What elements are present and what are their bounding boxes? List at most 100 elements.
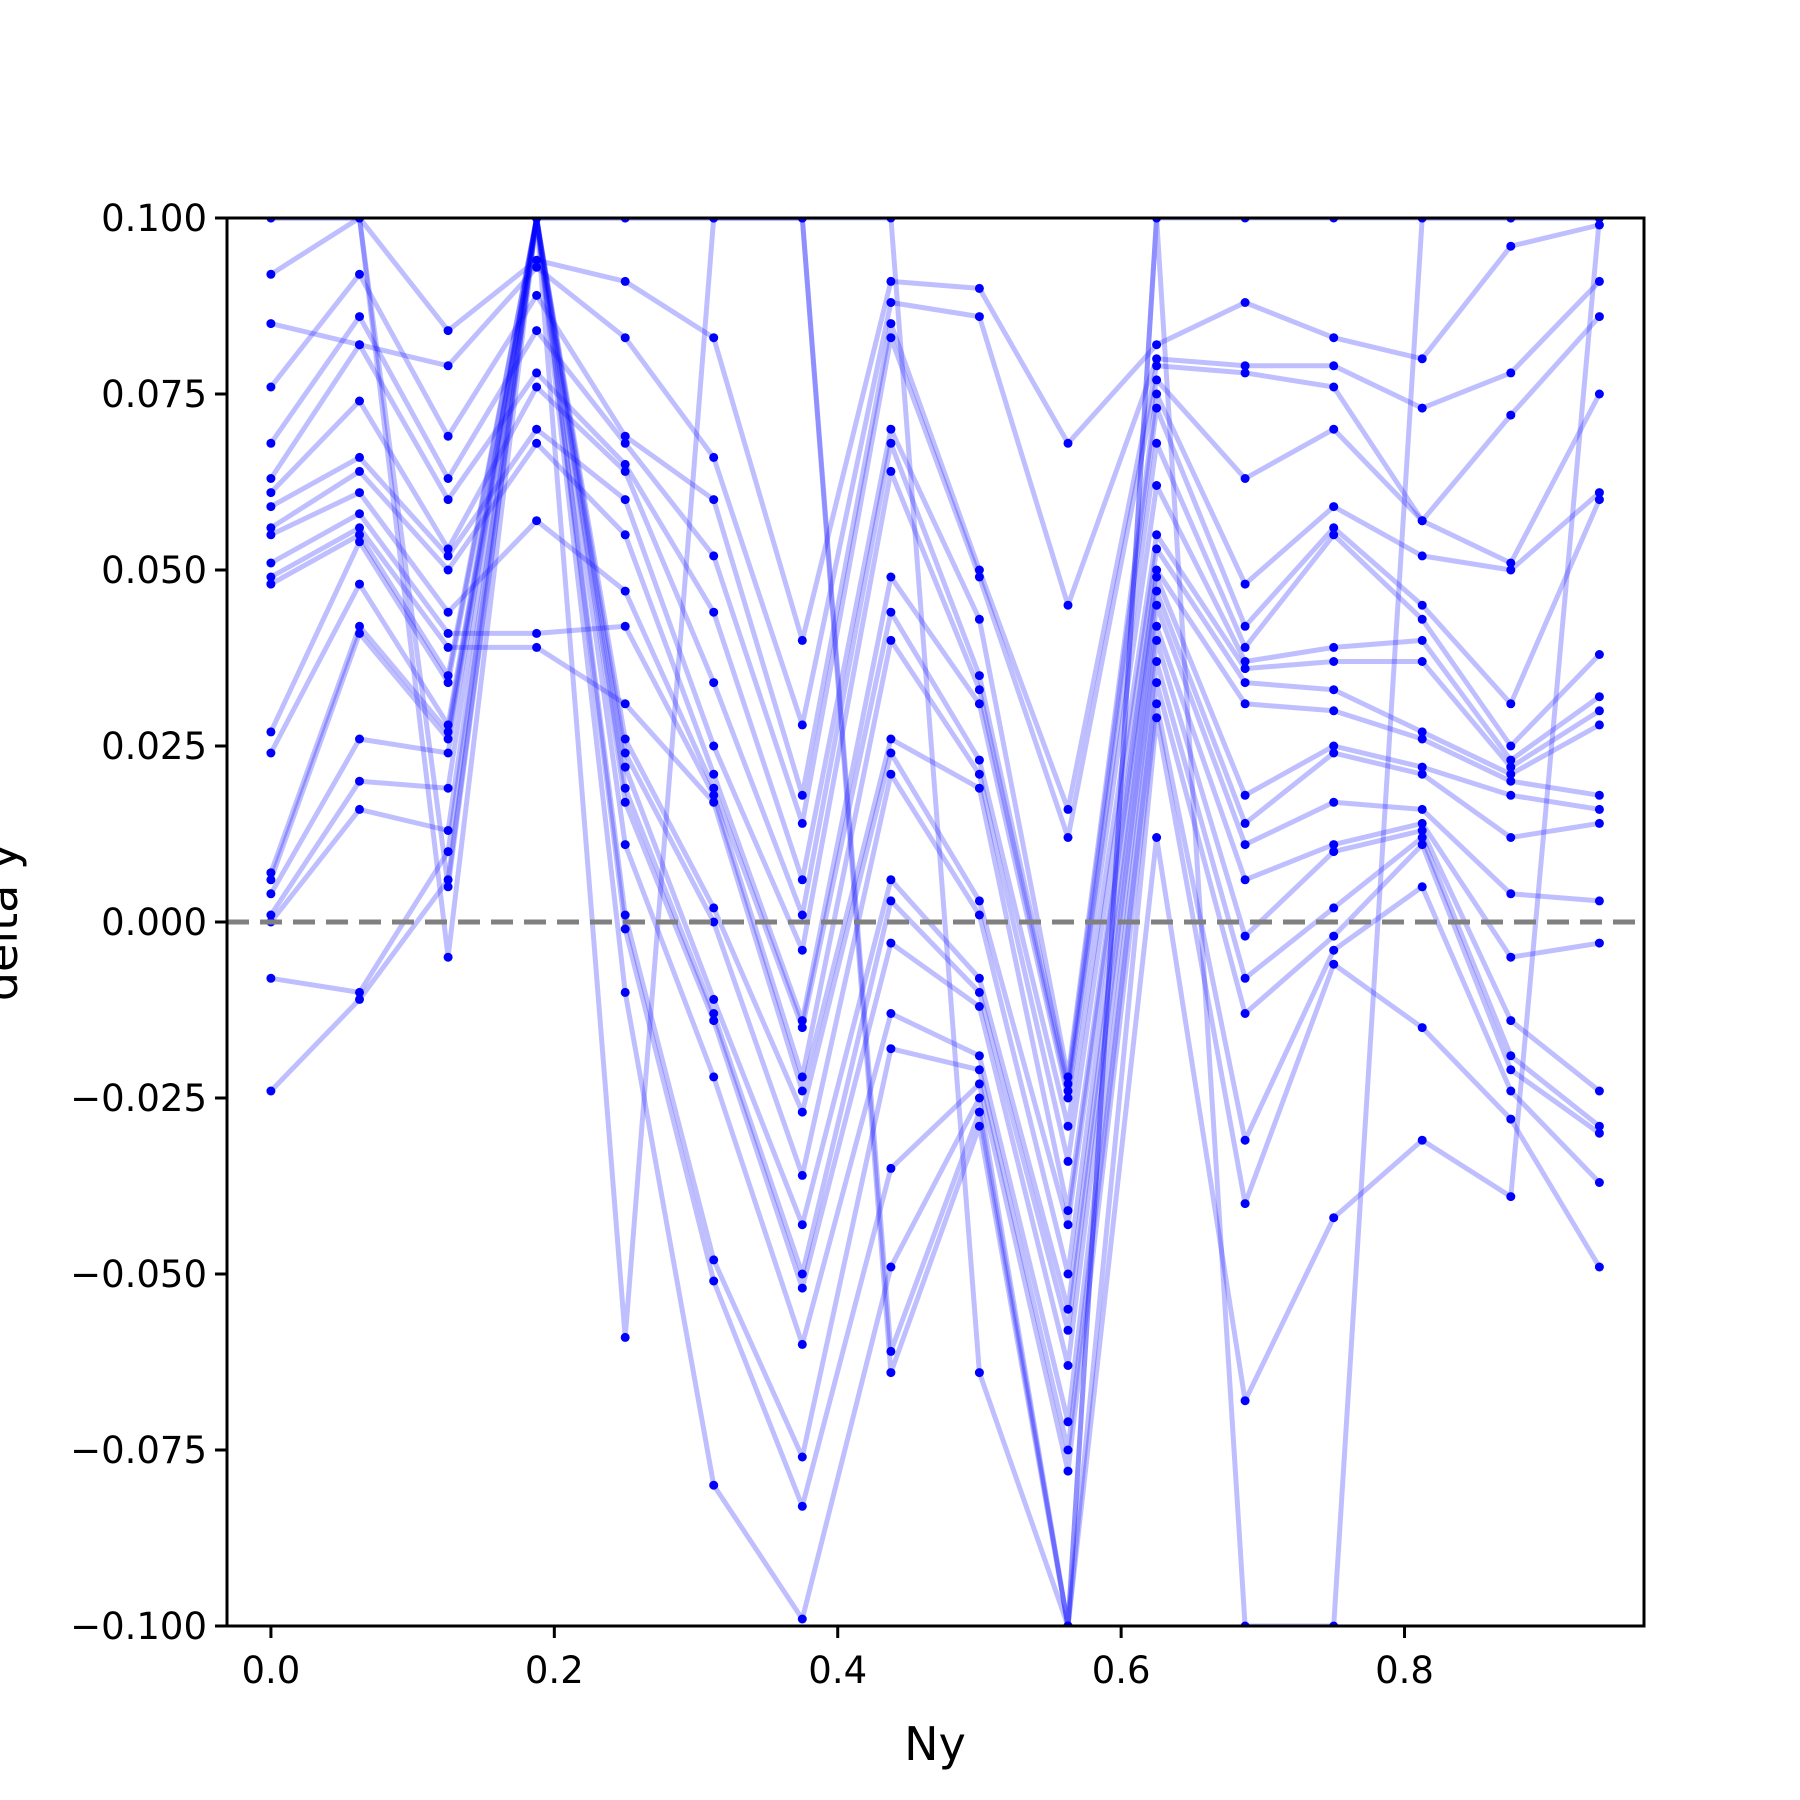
data-point — [620, 495, 630, 505]
data-point — [1329, 797, 1339, 807]
data-point — [1329, 530, 1339, 540]
data-point — [266, 875, 276, 885]
data-point — [974, 1107, 984, 1117]
data-point — [797, 945, 807, 955]
data-point — [1417, 403, 1427, 413]
data-point — [1506, 1016, 1516, 1026]
data-point — [532, 438, 542, 448]
data-point — [1417, 734, 1427, 744]
data-point — [1063, 1121, 1073, 1131]
data-point — [709, 678, 719, 688]
data-point — [1152, 699, 1162, 709]
data-point — [1240, 931, 1250, 941]
data-point — [1152, 600, 1162, 610]
data-point — [797, 1170, 807, 1180]
data-point — [443, 783, 453, 793]
data-point — [266, 868, 276, 878]
data-point — [1417, 354, 1427, 364]
data-point — [355, 312, 364, 322]
data-point — [532, 642, 542, 652]
data-point — [443, 727, 453, 737]
data-point — [355, 628, 364, 638]
data-point — [1063, 1417, 1073, 1427]
data-point — [974, 783, 984, 793]
data-point — [266, 572, 276, 582]
data-point — [1506, 1086, 1516, 1096]
x-tick-label: 0.4 — [808, 1649, 867, 1692]
x-tick-label: 0.8 — [1375, 1649, 1434, 1692]
data-point — [797, 1339, 807, 1349]
series-line-20 — [270, 218, 1602, 1626]
data-point — [886, 438, 896, 448]
data-point — [1240, 699, 1250, 709]
data-point — [1152, 375, 1162, 385]
data-point — [1152, 657, 1162, 666]
data-point — [1594, 1121, 1604, 1131]
data-point — [709, 333, 719, 343]
data-point — [1152, 635, 1162, 645]
data-point — [1594, 706, 1604, 716]
data-point — [709, 797, 719, 807]
data-point — [1063, 1072, 1073, 1082]
data-point — [1417, 804, 1427, 814]
data-point — [1329, 333, 1339, 343]
data-point — [886, 1009, 896, 1018]
data-point — [1506, 769, 1516, 779]
data-point — [1152, 586, 1162, 596]
data-point — [886, 276, 896, 286]
data-point — [797, 1107, 807, 1117]
x-tick-label: 0.6 — [1092, 1649, 1151, 1692]
data-point — [1240, 361, 1250, 371]
data-point — [266, 474, 276, 483]
data-point — [355, 579, 364, 589]
data-point — [797, 875, 807, 885]
data-point — [1594, 276, 1604, 286]
series-layer — [268, 218, 1602, 1626]
data-point — [620, 840, 630, 850]
series-line-9 — [269, 490, 1601, 1129]
data-point — [620, 762, 630, 772]
data-point — [443, 847, 453, 857]
data-point — [1152, 361, 1162, 371]
data-point — [355, 994, 364, 1004]
data-point — [443, 565, 453, 575]
data-point — [974, 755, 984, 765]
data-point — [1063, 1220, 1073, 1230]
data-point — [620, 530, 630, 540]
data-point — [1063, 600, 1073, 610]
data-point — [797, 818, 807, 828]
data-point — [1152, 438, 1162, 448]
data-point — [709, 1255, 719, 1265]
data-point — [1506, 755, 1516, 765]
data-point — [443, 326, 453, 336]
series-line-16 — [268, 218, 1601, 1368]
series-line-15 — [268, 218, 1600, 1333]
data-point — [620, 924, 630, 934]
data-point — [1240, 474, 1250, 483]
data-point — [1240, 1199, 1250, 1209]
series-line-23 — [270, 218, 1600, 1626]
series-line-22 — [270, 218, 1600, 1626]
data-point — [709, 741, 719, 751]
data-point — [886, 896, 896, 906]
data-point — [620, 987, 630, 997]
y-tick-label: −0.025 — [70, 1077, 207, 1120]
data-point — [1594, 495, 1604, 505]
data-point — [266, 382, 276, 392]
data-point — [532, 628, 542, 638]
y-tick-label: 0.050 — [101, 549, 207, 592]
data-point — [620, 431, 630, 441]
data-point — [266, 530, 276, 540]
data-point — [1594, 896, 1604, 906]
data-point — [355, 509, 364, 519]
data-point — [886, 1368, 896, 1378]
data-point — [620, 586, 630, 596]
data-point — [1417, 1135, 1427, 1145]
data-point — [443, 495, 453, 505]
data-point — [1329, 706, 1339, 716]
data-point — [1329, 945, 1339, 955]
data-point — [974, 283, 984, 293]
data-point — [797, 1016, 807, 1026]
data-point — [797, 1023, 807, 1033]
